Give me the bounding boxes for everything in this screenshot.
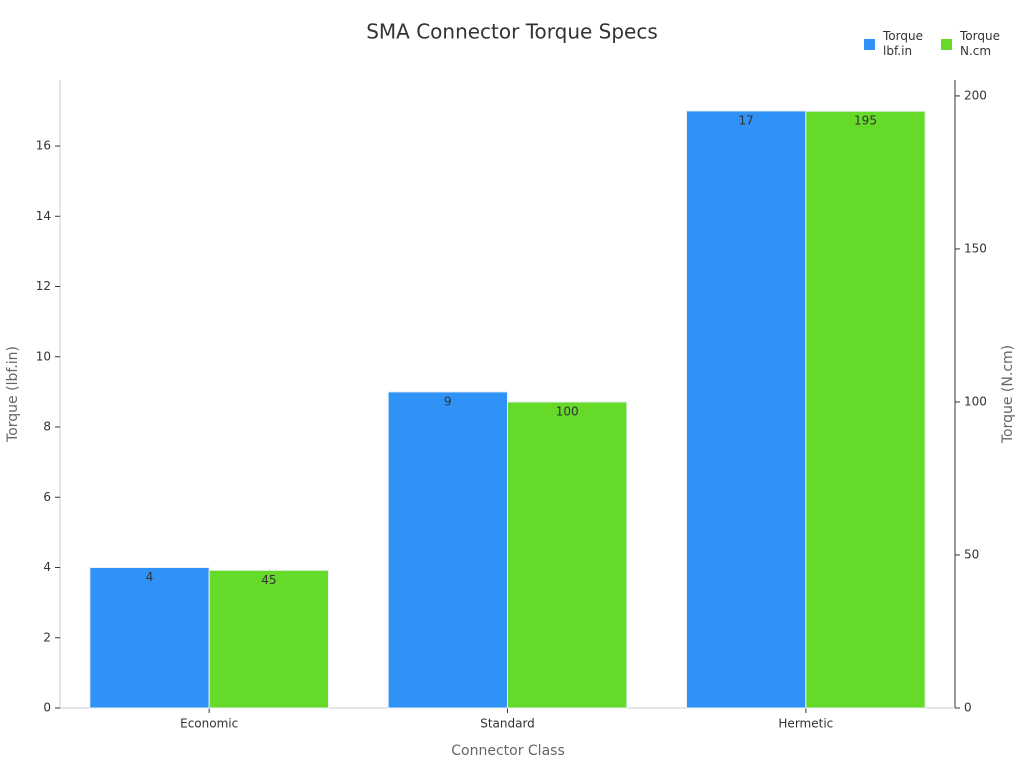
bar xyxy=(208,569,330,709)
data-label: 100 xyxy=(556,404,579,418)
bar xyxy=(805,110,926,709)
legend-swatch xyxy=(864,39,875,50)
y2-tick-label: 150 xyxy=(964,241,987,255)
y-tick-label: 10 xyxy=(36,349,51,363)
y-tick-label: 14 xyxy=(36,209,51,223)
x-tick-label: Economic xyxy=(180,717,238,731)
y-tick-label: 0 xyxy=(43,701,51,715)
data-label: 9 xyxy=(444,394,452,408)
bar xyxy=(89,567,210,709)
y2-tick-label: 100 xyxy=(964,394,987,408)
y2-tick-label: 0 xyxy=(964,701,972,715)
y-tick-label: 12 xyxy=(36,279,51,293)
data-label: 17 xyxy=(739,113,754,127)
y-tick-label: 4 xyxy=(43,560,51,574)
bar xyxy=(507,401,628,709)
y2-axis-label: Torque (N.cm) xyxy=(1000,345,1016,444)
x-tick-label: Hermetic xyxy=(778,717,833,731)
legend-label: Torque lbf.in xyxy=(883,29,923,58)
y-tick-label: 6 xyxy=(43,490,51,504)
y-tick-label: 8 xyxy=(43,420,51,434)
data-label: 45 xyxy=(261,573,276,587)
y2-tick-label: 200 xyxy=(964,88,987,102)
legend-swatch xyxy=(941,39,952,50)
bar xyxy=(686,110,807,709)
chart-title: SMA Connector Torque Specs xyxy=(366,20,658,44)
y-tick-label: 16 xyxy=(36,139,51,153)
legend: Torque lbf.in Torque N.cm xyxy=(864,29,1010,59)
legend-label: Torque N.cm xyxy=(960,29,1000,58)
data-label: 4 xyxy=(146,570,154,584)
x-tick-label: Standard xyxy=(480,717,535,731)
y-tick-label: 2 xyxy=(43,630,51,644)
y-axis-label: Torque (lbf.in) xyxy=(5,346,21,443)
x-axis-label: Connector Class xyxy=(451,743,565,759)
y2-tick-label: 50 xyxy=(964,547,979,561)
data-label: 195 xyxy=(854,114,877,128)
bar xyxy=(387,391,508,709)
